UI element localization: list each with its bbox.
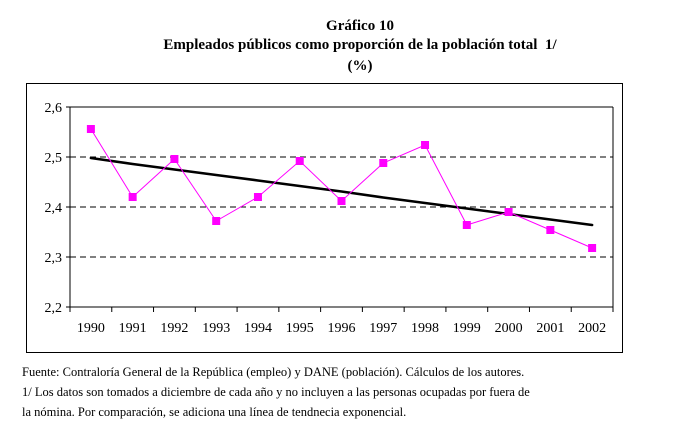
- x-tick-label: 2002: [578, 321, 606, 336]
- y-tick-label: 2,5: [45, 151, 63, 166]
- y-tick-label: 2,6: [45, 101, 63, 116]
- data-point-marker: [212, 217, 221, 225]
- y-tick-label: 2,4: [45, 201, 63, 216]
- y-tick-label: 2,3: [45, 251, 63, 266]
- x-tick-label: 2000: [495, 321, 523, 336]
- data-point-marker: [170, 155, 179, 163]
- x-tick-label: 2001: [536, 321, 564, 336]
- figure-label: Gráfico 10: [326, 18, 394, 34]
- x-tick-label: 1993: [202, 321, 230, 336]
- chart-unit: (%): [347, 58, 373, 74]
- x-tick-label: 1997: [369, 321, 397, 336]
- chart-notes: Fuente: Contraloría General de la Repúbl…: [22, 362, 682, 422]
- data-point-marker: [504, 208, 513, 216]
- x-tick-label: 1995: [286, 321, 314, 336]
- x-tick-label: 1991: [119, 321, 147, 336]
- x-tick-label: 1994: [244, 321, 272, 336]
- source-note: Fuente: Contraloría General de la Repúbl…: [22, 365, 525, 379]
- data-point-marker: [253, 193, 262, 201]
- trend-line: [89, 156, 594, 227]
- chart-title: Empleados públicos como proporción de la…: [163, 37, 557, 53]
- x-tick-label: 1999: [453, 321, 481, 336]
- data-point-marker: [546, 226, 555, 234]
- data-point-marker: [588, 244, 597, 252]
- footnote-line-2: la nómina. Por comparación, se adiciona …: [22, 405, 407, 419]
- footnote-line-1: 1/ Los datos son tomados a diciembre de …: [22, 385, 530, 399]
- data-point-marker: [379, 159, 388, 167]
- data-point-marker: [128, 193, 137, 201]
- data-point-marker: [295, 157, 304, 165]
- data-point-marker: [421, 141, 430, 149]
- y-tick-label: 2,2: [45, 301, 63, 316]
- data-point-marker: [86, 125, 95, 133]
- data-point-marker: [337, 197, 346, 205]
- x-tick-label: 1990: [77, 321, 105, 336]
- x-tick-label: 1992: [160, 321, 188, 336]
- data-point-marker: [462, 221, 471, 229]
- series-line: [90, 128, 593, 249]
- x-tick-label: 1998: [411, 321, 439, 336]
- x-tick-label: 1996: [328, 321, 356, 336]
- chart-frame: [26, 83, 623, 353]
